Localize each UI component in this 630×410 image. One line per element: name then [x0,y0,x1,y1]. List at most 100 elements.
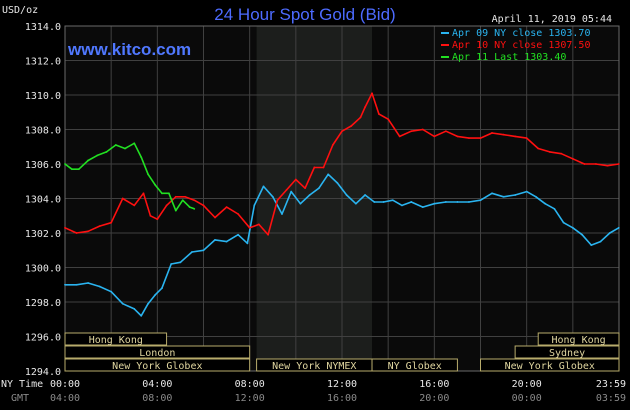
series-point [535,195,537,198]
y-tick-label: 1314.0 [25,22,61,33]
series-point [225,240,228,243]
series-point [181,199,184,202]
x-tick-label-ny: 12:00 [327,379,357,390]
market-session-label: New York NYMEX [272,361,356,372]
series-point [525,190,528,193]
market-session-label: NY Globex [388,361,442,372]
y-tick-label: 1294.0 [25,367,61,378]
series-point [174,209,177,212]
series-point [133,204,136,207]
x-tick-label-ny: 20:00 [512,379,542,390]
series-point [617,163,620,165]
series-point [548,151,551,153]
series-point [322,166,325,169]
series-point [154,294,156,296]
series-point [468,201,470,203]
series-point [271,195,274,198]
series-point [391,199,394,202]
series-point [290,190,293,193]
series-point [191,251,193,253]
series-point [64,163,66,165]
x-tick-label-gmt: 12:00 [235,393,265,404]
market-session-label: New York Globex [112,361,202,372]
series-point [87,159,89,162]
series-point [364,194,366,196]
series-point [382,201,385,203]
series-point [202,204,205,207]
legend-label: Apr 11 Last 1303.40 [452,52,566,63]
market-session-bar [514,345,620,359]
series-point [553,207,556,210]
series-point [599,240,602,243]
series-point [184,195,186,198]
chart-title: 24 Hour Spot Gold (Bid) [214,5,395,24]
market-session-bar [480,358,620,372]
series-point [75,232,78,234]
series-point [444,130,447,133]
y-tick-label: 1302.0 [25,229,61,240]
series-point [165,204,168,207]
series-point [401,204,403,207]
series-point [341,130,343,133]
market-session-bar [537,332,620,346]
series-point [583,163,586,165]
series-point [544,202,547,205]
market-session-label: Hong Kong [552,335,606,346]
series-point [174,195,177,198]
series-point [590,244,593,246]
market-session-bar [64,332,168,346]
series-point [133,308,136,310]
series-point [502,195,505,198]
series-point [371,92,373,95]
series-point [514,194,517,196]
y-tick-label: 1298.0 [25,298,61,309]
market-session-label: New York Globex [505,361,595,372]
series-point [421,128,424,131]
series-point [350,125,353,127]
series-point [479,137,482,140]
series-point [149,214,152,217]
series-point [525,137,528,140]
market-sessions: Hong Kong London New York Globex New York N… [64,332,620,372]
series-point [345,194,348,196]
series-point [456,201,459,203]
series-point [75,283,78,286]
series-point [110,221,113,224]
series-point [304,187,306,190]
series-point [571,226,574,229]
series-point [336,182,339,184]
chart-datetime: April 11, 2019 05:44 [492,14,612,25]
series-point [331,144,334,146]
series-point [87,282,89,284]
x-tick-label-ny: 08:00 [235,379,265,390]
series-point [281,213,283,215]
series-point [560,152,563,155]
series-point [608,232,611,234]
series-point [479,199,482,202]
series-point [262,185,265,188]
series-point [98,285,101,288]
legend-label: Apr 10 NY close 1307.50 [452,40,590,51]
series-point [468,137,470,140]
series-point [140,314,143,317]
series-point [110,290,113,293]
series-point [167,192,170,195]
y-tick-label: 1306.0 [25,160,61,171]
series-point [398,135,401,138]
series-point [299,202,302,205]
series-point [188,206,191,209]
series-point [327,173,330,176]
series-point [87,230,89,233]
series-point [456,135,459,138]
series-point [133,142,136,145]
x-tick-label-gmt: 08:00 [142,393,172,404]
x-tick-label-gmt: 16:00 [327,393,357,404]
series-point [248,226,251,229]
series-point [77,168,80,171]
series-line-2 [64,142,195,212]
series-point [595,163,597,165]
ny-time-title: NY Time [1,379,43,390]
series-point [64,283,66,286]
series-point [562,221,565,224]
